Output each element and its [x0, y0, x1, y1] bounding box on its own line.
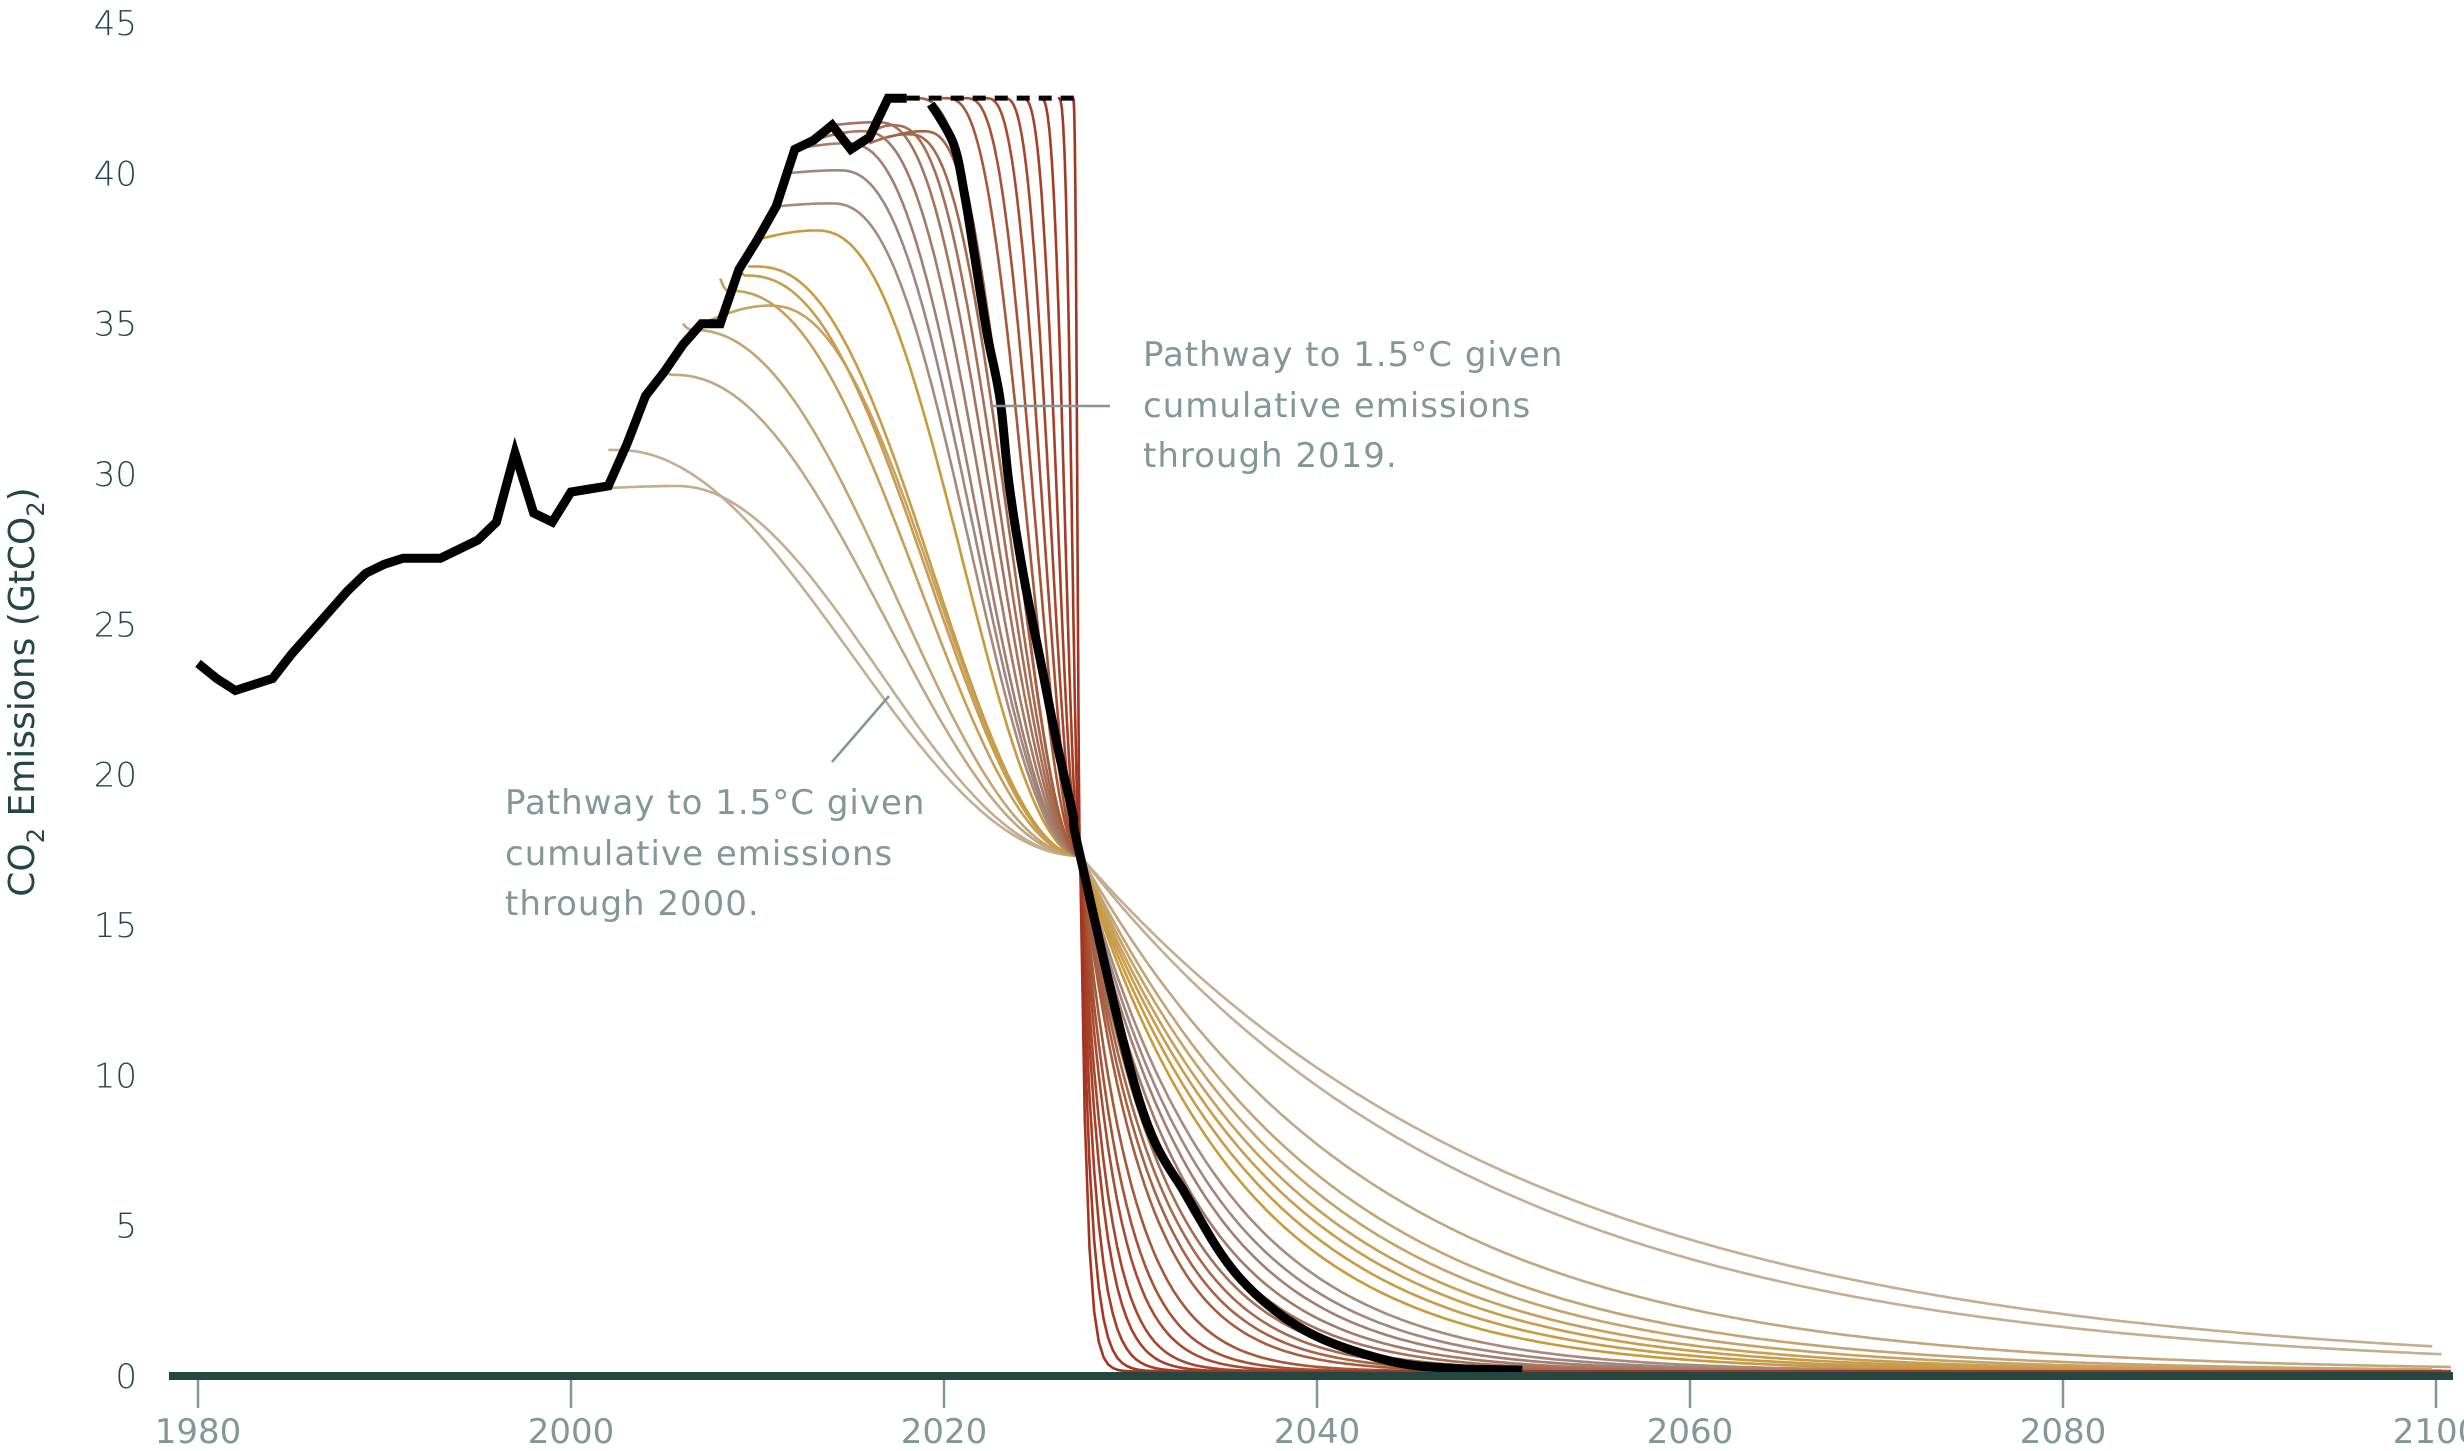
annotation-2000-line-2: cumulative emissions — [505, 834, 893, 874]
historical-line — [195, 93, 907, 696]
pathway-line — [1056, 96, 2433, 1373]
x-axis-ticks: 1980 2000 2020 2040 2060 2080 2100 — [155, 1380, 2464, 1451]
x-tick-label: 1980 — [155, 1412, 242, 1451]
annotations: Pathway to 1.5°C given cumulative emissi… — [505, 335, 1575, 924]
y-tick-label: 10 — [94, 1056, 137, 1096]
pathway-line — [757, 229, 2451, 1373]
y-tick-label: 45 — [94, 4, 137, 44]
x-tick-label: 2060 — [1647, 1412, 1734, 1451]
pathway-lines — [589, 96, 2451, 1373]
highlight-pathway-series — [927, 101, 1523, 1375]
pathway-line — [681, 322, 2433, 1371]
annotation-2000-line-1: Pathway to 1.5°C given — [505, 783, 925, 823]
pathway-line — [912, 96, 2451, 1373]
pathway-line — [663, 370, 2451, 1369]
pathway-line — [868, 132, 2433, 1373]
annotation-2019-line-3: through 2019. — [1143, 436, 1398, 476]
pathway-line — [701, 304, 2442, 1372]
pathway-line — [718, 278, 2451, 1373]
pathway-line — [776, 202, 2433, 1373]
annotation-leader-2000 — [831, 695, 890, 763]
historical-series — [195, 93, 1075, 696]
annotation-2000-line-3: through 2000. — [505, 884, 760, 924]
y-tick-label: 35 — [94, 305, 137, 345]
highlight-pathway-line — [927, 101, 1523, 1375]
pathway-line — [831, 120, 2442, 1373]
pathway-line — [589, 484, 2433, 1348]
x-tick-label: 2000 — [528, 1412, 615, 1451]
y-tick-label: 5 — [115, 1207, 137, 1247]
y-tick-label: 40 — [94, 154, 137, 194]
annotation-through-2000: Pathway to 1.5°C given cumulative emissi… — [505, 783, 937, 924]
x-tick-label: 2040 — [1274, 1412, 1361, 1451]
x-tick-label: 2020 — [901, 1412, 988, 1451]
x-axis-baseline — [169, 1372, 2453, 1380]
annotation-2019-line-2: cumulative emissions — [1143, 386, 1531, 426]
x-tick-label: 2080 — [2020, 1412, 2107, 1451]
y-tick-label: 20 — [94, 756, 137, 796]
pathway-line — [1019, 96, 2442, 1373]
x-tick-label: 2100 — [2393, 1412, 2464, 1451]
pathway-line — [1001, 96, 2433, 1373]
y-tick-label: 0 — [115, 1357, 137, 1397]
y-axis-ticks: 0 5 10 15 20 25 30 35 40 45 — [94, 4, 137, 1397]
pathway-line — [1071, 96, 2442, 1373]
pathway-line — [1038, 96, 2451, 1373]
y-tick-label: 15 — [94, 906, 137, 946]
y-tick-label: 30 — [94, 455, 137, 495]
y-tick-label: 25 — [94, 605, 137, 645]
pathway-line — [608, 448, 2442, 1356]
pathway-line — [982, 96, 2451, 1373]
annotation-through-2019: Pathway to 1.5°C given cumulative emissi… — [1143, 335, 1575, 476]
annotation-2019-line-1: Pathway to 1.5°C given — [1143, 335, 1563, 375]
y-axis-label: CO2 Emissions (GtCO2) — [2, 487, 50, 896]
